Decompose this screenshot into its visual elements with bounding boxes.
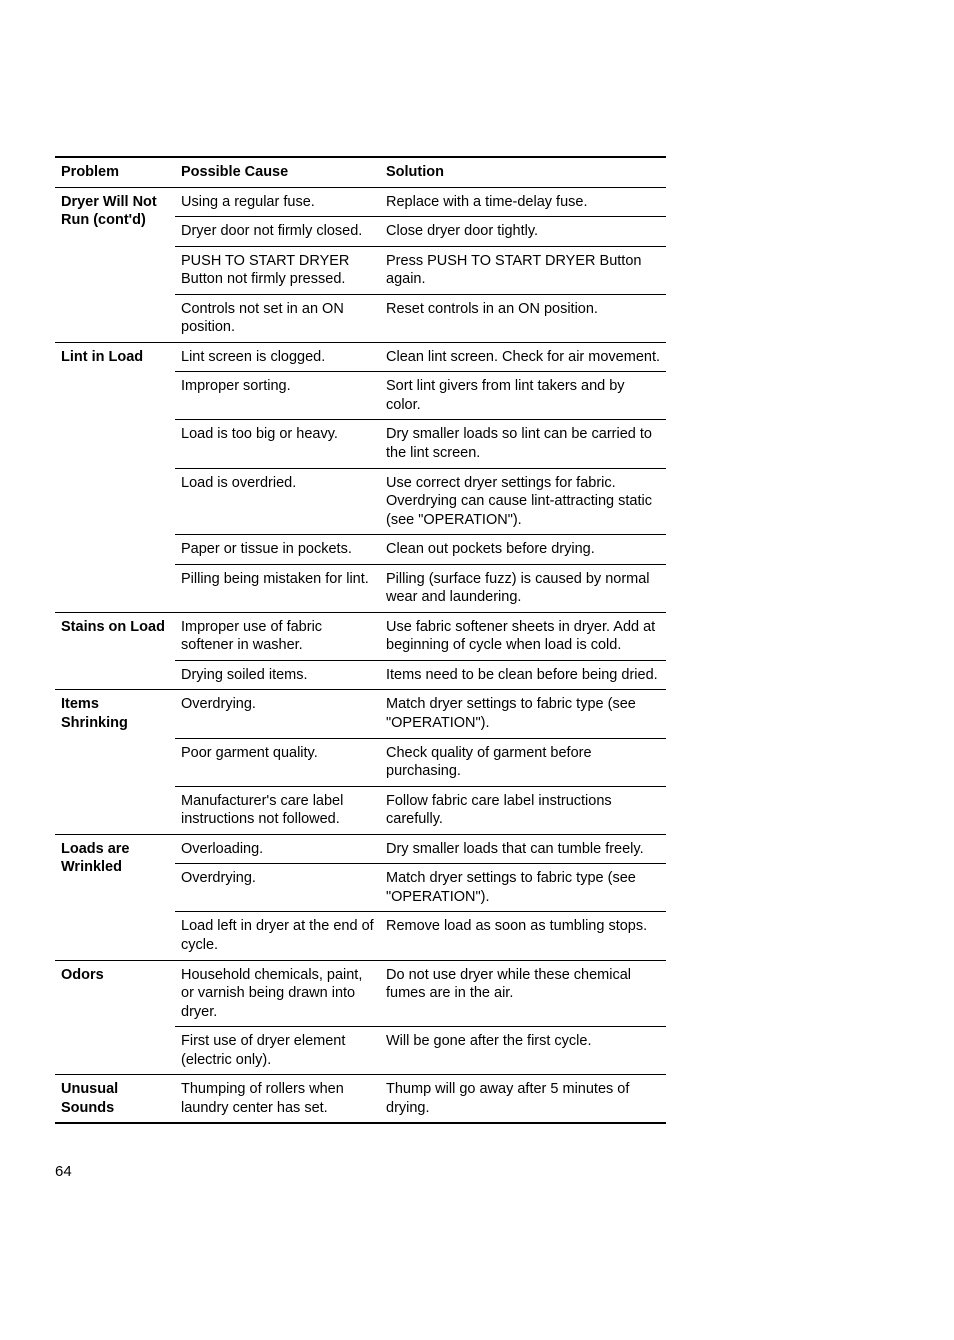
cause-cell: Load left in dryer at the end of cycle. <box>175 912 380 960</box>
solution-cell: Sort lint givers from lint takers and by… <box>380 372 666 420</box>
solution-cell: Thump will go away after 5 minutes of dr… <box>380 1075 666 1124</box>
header-cause: Possible Cause <box>175 157 380 187</box>
solution-cell: Use correct dryer settings for fabric. O… <box>380 468 666 535</box>
problem-cell: Odors <box>55 960 175 1075</box>
solution-cell: Dry smaller loads that can tumble freely… <box>380 834 666 864</box>
table-row: Loads are WrinkledOverloading.Dry smalle… <box>55 834 666 864</box>
problem-cell: Items Shrinking <box>55 690 175 834</box>
cause-cell: First use of dryer element (electric onl… <box>175 1027 380 1075</box>
table-body: Dryer Will Not Run (cont'd)Using a regul… <box>55 187 666 1123</box>
solution-cell: Remove load as soon as tumbling stops. <box>380 912 666 960</box>
solution-cell: Match dryer settings to fabric type (see… <box>380 690 666 738</box>
solution-cell: Follow fabric care label instructions ca… <box>380 786 666 834</box>
solution-cell: Use fabric softener sheets in dryer. Add… <box>380 612 666 660</box>
cause-cell: Overloading. <box>175 834 380 864</box>
cause-cell: Overdrying. <box>175 690 380 738</box>
table-row: Stains on LoadImproper use of fabric sof… <box>55 612 666 660</box>
troubleshooting-table: Problem Possible Cause Solution Dryer Wi… <box>55 156 666 1124</box>
problem-cell: Loads are Wrinkled <box>55 834 175 960</box>
table-header-row: Problem Possible Cause Solution <box>55 157 666 187</box>
problem-cell: Unusual Sounds <box>55 1075 175 1124</box>
cause-cell: Manufacturer's care label instructions n… <box>175 786 380 834</box>
table-row: Unusual SoundsThumping of rollers when l… <box>55 1075 666 1124</box>
cause-cell: Improper sorting. <box>175 372 380 420</box>
solution-cell: Items need to be clean before being drie… <box>380 660 666 690</box>
cause-cell: Load is too big or heavy. <box>175 420 380 468</box>
solution-cell: Close dryer door tightly. <box>380 217 666 247</box>
cause-cell: Lint screen is clogged. <box>175 342 380 372</box>
solution-cell: Clean out pockets before drying. <box>380 535 666 565</box>
table-row: Lint in LoadLint screen is clogged.Clean… <box>55 342 666 372</box>
cause-cell: Using a regular fuse. <box>175 187 380 217</box>
table-row: OdorsHousehold chemicals, paint, or varn… <box>55 960 666 1027</box>
problem-cell: Dryer Will Not Run (cont'd) <box>55 187 175 342</box>
page: Problem Possible Cause Solution Dryer Wi… <box>0 0 954 1340</box>
solution-cell: Check quality of garment before purchasi… <box>380 738 666 786</box>
solution-cell: Replace with a time-delay fuse. <box>380 187 666 217</box>
solution-cell: Do not use dryer while these chemical fu… <box>380 960 666 1027</box>
cause-cell: Overdrying. <box>175 864 380 912</box>
header-problem: Problem <box>55 157 175 187</box>
cause-cell: Dryer door not firmly closed. <box>175 217 380 247</box>
solution-cell: Pilling (surface fuzz) is caused by norm… <box>380 564 666 612</box>
cause-cell: Household chemicals, paint, or varnish b… <box>175 960 380 1027</box>
cause-cell: Improper use of fabric softener in washe… <box>175 612 380 660</box>
cause-cell: Paper or tissue in pockets. <box>175 535 380 565</box>
solution-cell: Press PUSH TO START DRYER Button again. <box>380 246 666 294</box>
solution-cell: Reset controls in an ON position. <box>380 294 666 342</box>
table-row: Dryer Will Not Run (cont'd)Using a regul… <box>55 187 666 217</box>
cause-cell: Drying soiled items. <box>175 660 380 690</box>
table-row: Items ShrinkingOverdrying.Match dryer se… <box>55 690 666 738</box>
solution-cell: Clean lint screen. Check for air movemen… <box>380 342 666 372</box>
cause-cell: Thumping of rollers when laundry center … <box>175 1075 380 1124</box>
header-solution: Solution <box>380 157 666 187</box>
cause-cell: Load is overdried. <box>175 468 380 535</box>
problem-cell: Stains on Load <box>55 612 175 690</box>
cause-cell: PUSH TO START DRYER Button not firmly pr… <box>175 246 380 294</box>
cause-cell: Controls not set in an ON position. <box>175 294 380 342</box>
solution-cell: Will be gone after the first cycle. <box>380 1027 666 1075</box>
cause-cell: Pilling being mistaken for lint. <box>175 564 380 612</box>
solution-cell: Match dryer settings to fabric type (see… <box>380 864 666 912</box>
solution-cell: Dry smaller loads so lint can be carried… <box>380 420 666 468</box>
problem-cell: Lint in Load <box>55 342 175 612</box>
cause-cell: Poor garment quality. <box>175 738 380 786</box>
page-number: 64 <box>55 1163 72 1180</box>
